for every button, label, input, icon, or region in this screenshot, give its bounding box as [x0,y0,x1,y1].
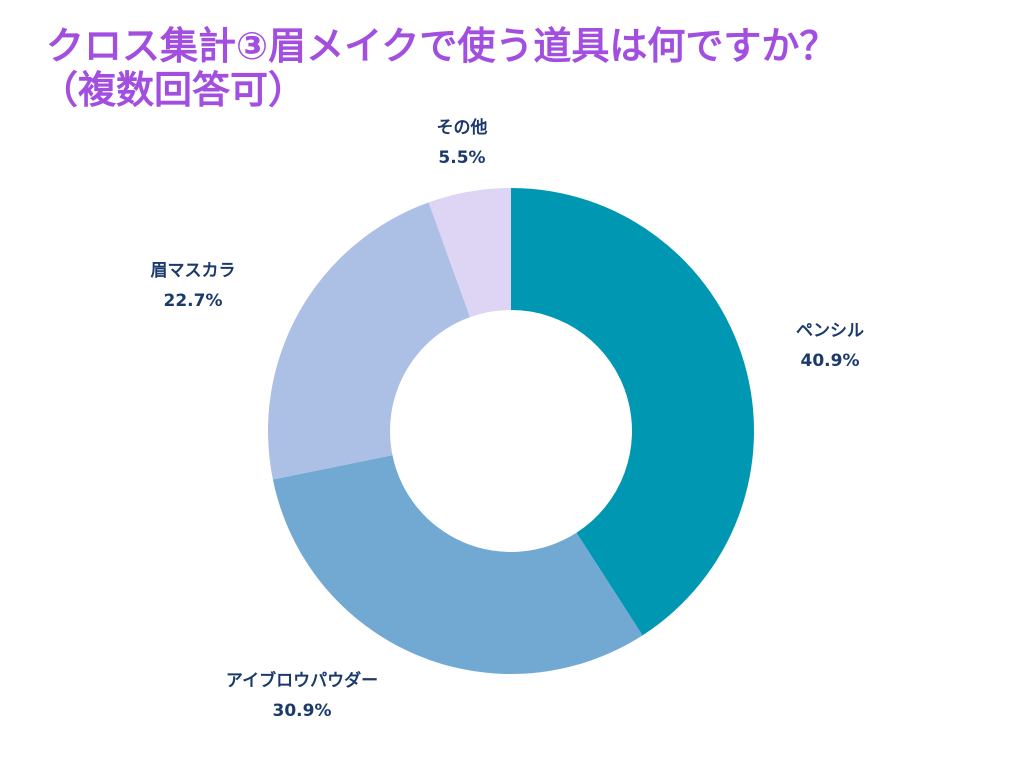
donut-slice-4 [428,188,511,318]
chart-title-line-1: クロス集計③眉メイクで使う道具は何ですか？ [46,24,838,68]
slice-category-label-2: アイブロウパウダー [226,670,378,691]
donut-slice-1 [511,188,754,636]
slice-category-label-3: 眉マスカラ [151,261,236,281]
slice-value-label-1: 40.9% [801,351,860,371]
donut-slice-3 [268,202,471,480]
slice-value-label-3: 22.7% [164,291,223,311]
slice-value-label-2: 30.9% [273,701,332,721]
donut-slices [268,188,754,674]
slice-category-label-4: その他 [437,117,488,138]
slice-labels: ペンシル 40.9% アイブロウパウダー 30.9% 眉マスカラ 22.7% その他 5.5% [151,117,865,721]
donut-slice-2 [272,455,643,674]
chart-title-line-2: （複数回答可） [40,68,307,112]
slice-value-label-4: 5.5% [438,148,485,168]
slice-category-label-1: ペンシル [796,321,864,341]
